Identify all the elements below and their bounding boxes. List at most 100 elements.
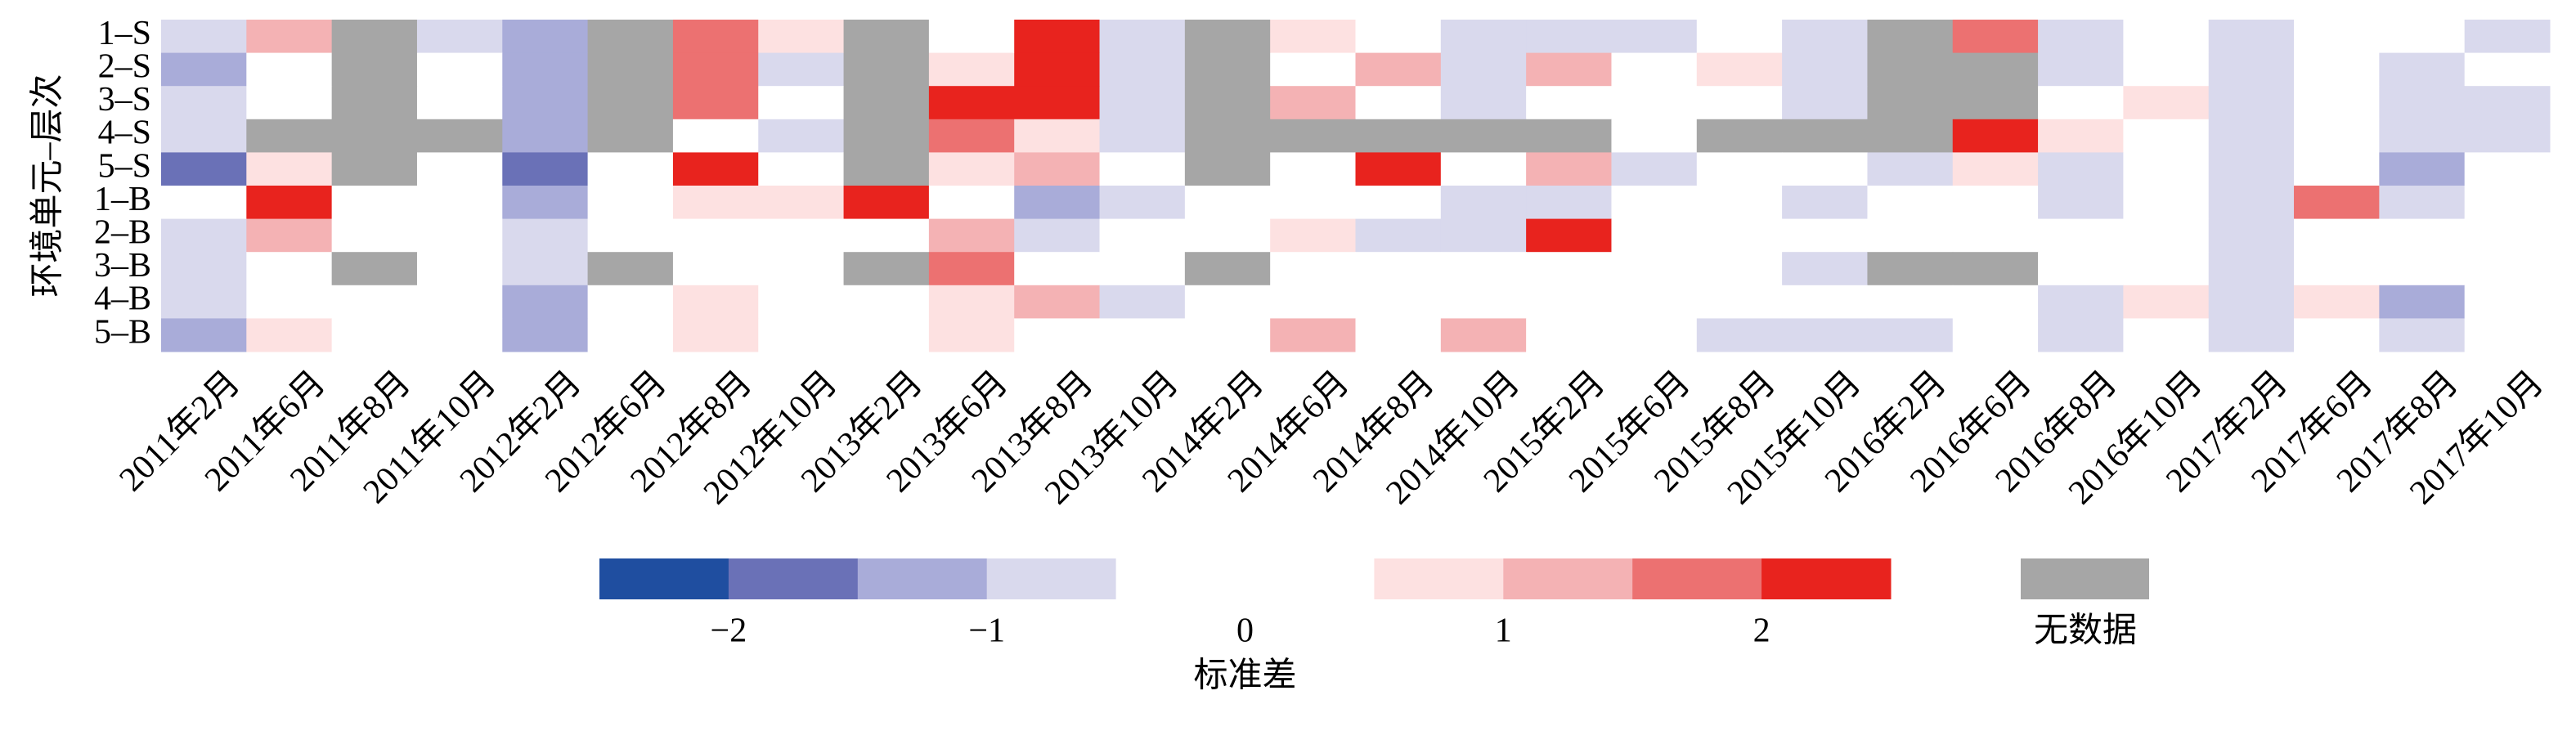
heatmap-cell bbox=[1611, 318, 1698, 352]
heatmap-cell bbox=[1611, 186, 1698, 220]
heatmap-cell bbox=[502, 252, 589, 286]
heatmap-cell bbox=[2038, 52, 2124, 87]
heatmap-cell bbox=[1099, 152, 1186, 186]
heatmap-cell bbox=[672, 119, 759, 153]
no-data-cell bbox=[246, 119, 333, 153]
colorbar-tick-label: 2 bbox=[1753, 612, 1770, 650]
heatmap-cell bbox=[587, 318, 674, 352]
heatmap-cell bbox=[1611, 218, 1698, 253]
heatmap-cell bbox=[2464, 152, 2551, 186]
heatmap-cell bbox=[1184, 218, 1271, 253]
heatmap-cell bbox=[2038, 218, 2124, 253]
heatmap-cell bbox=[2123, 285, 2210, 319]
heatmap-cell bbox=[246, 318, 333, 352]
heatmap-cell bbox=[758, 52, 845, 87]
heatmap-cell bbox=[2294, 218, 2380, 253]
heatmap-cell bbox=[416, 252, 503, 286]
heatmap-cell bbox=[1782, 318, 1868, 352]
colorbar-segment bbox=[728, 558, 859, 599]
heatmap-cell bbox=[1014, 152, 1101, 186]
heatmap-cell bbox=[1867, 218, 1954, 253]
heatmap-cell bbox=[1355, 285, 1442, 319]
heatmap-cell bbox=[1355, 318, 1442, 352]
no-data-cell bbox=[1952, 86, 2039, 120]
heatmap-cell bbox=[161, 152, 247, 186]
heatmap-cell bbox=[2123, 252, 2210, 286]
heatmap-cell bbox=[843, 318, 930, 352]
heatmap-cell bbox=[928, 20, 1015, 54]
heatmap-cell bbox=[1526, 52, 1612, 87]
no-data-cell bbox=[843, 119, 930, 153]
heatmap-cell bbox=[2123, 152, 2210, 186]
heatmap-cell bbox=[1014, 20, 1101, 54]
heatmap-cell bbox=[2123, 86, 2210, 120]
heatmap-cell bbox=[2038, 318, 2124, 352]
heatmap-cell bbox=[672, 285, 759, 319]
heatmap-cell bbox=[416, 20, 503, 54]
heatmap-cell bbox=[331, 285, 418, 319]
heatmap-cell bbox=[2208, 252, 2295, 286]
no-data-cell bbox=[331, 52, 418, 87]
no-data-cell bbox=[1696, 119, 1783, 153]
no-data-cell bbox=[1952, 252, 2039, 286]
heatmap-cell bbox=[1782, 86, 1868, 120]
heatmap-cell bbox=[1611, 285, 1698, 319]
no-data-cell bbox=[1867, 86, 1954, 120]
heatmap-cell bbox=[758, 186, 845, 220]
heatmap-cell bbox=[1440, 218, 1527, 253]
heatmap-cell bbox=[502, 318, 589, 352]
heatmap-cell bbox=[1696, 20, 1783, 54]
heatmap-cell bbox=[1270, 318, 1356, 352]
heatmap-cell bbox=[2379, 285, 2466, 319]
heatmap-cell bbox=[1270, 252, 1356, 286]
heatmap-cell bbox=[928, 285, 1015, 319]
heatmap-cell bbox=[672, 52, 759, 87]
heatmap-cell bbox=[1014, 52, 1101, 87]
heatmap-cell bbox=[758, 86, 845, 120]
heatmap-cell bbox=[1440, 20, 1527, 54]
heatmap-cell bbox=[1526, 152, 1612, 186]
heatmap-cell bbox=[672, 252, 759, 286]
y-tick-label: 1–S bbox=[98, 15, 151, 52]
no-data-cell bbox=[1184, 52, 1271, 87]
heatmap-cell bbox=[1952, 186, 2039, 220]
heatmap-cell bbox=[2208, 86, 2295, 120]
no-data-cell bbox=[1952, 52, 2039, 87]
heatmap-cell bbox=[1696, 152, 1783, 186]
heatmap-cell bbox=[1782, 152, 1868, 186]
y-tick-label: 4–S bbox=[98, 114, 151, 152]
heatmap-cell bbox=[2464, 52, 2551, 87]
heatmap-cell bbox=[2379, 318, 2466, 352]
heatmap-cell bbox=[2294, 152, 2380, 186]
heatmap-cell bbox=[2294, 86, 2380, 120]
heatmap-cell bbox=[416, 285, 503, 319]
heatmap-cell bbox=[1611, 52, 1698, 87]
heatmap-cell bbox=[1782, 218, 1868, 253]
heatmap-cell bbox=[502, 52, 589, 87]
heatmap-cell bbox=[1440, 52, 1527, 87]
heatmap-cell bbox=[587, 186, 674, 220]
heatmap-cell bbox=[1355, 52, 1442, 87]
no-data-cell bbox=[331, 252, 418, 286]
heatmap-cell bbox=[1355, 20, 1442, 54]
heatmap-cell bbox=[672, 152, 759, 186]
heatmap-cell bbox=[587, 152, 674, 186]
heatmap-cell bbox=[416, 52, 503, 87]
heatmap-cell bbox=[1952, 20, 2039, 54]
heatmap-cell bbox=[758, 119, 845, 153]
heatmap-cell bbox=[2294, 119, 2380, 153]
heatmap-cell bbox=[1440, 152, 1527, 186]
no-data-cell bbox=[843, 152, 930, 186]
heatmap-cell bbox=[2464, 252, 2551, 286]
colorbar-segment bbox=[857, 558, 988, 599]
no-data-cell bbox=[587, 86, 674, 120]
heatmap-cell bbox=[1782, 186, 1868, 220]
heatmap-cell bbox=[2038, 285, 2124, 319]
heatmap-cell bbox=[843, 186, 930, 220]
no-data-cell bbox=[331, 20, 418, 54]
colorbar-tick-label: 0 bbox=[1236, 612, 1254, 650]
colorbar-segment bbox=[1632, 558, 1762, 599]
heatmap-cell bbox=[928, 152, 1015, 186]
colorbar-tick-label: −2 bbox=[711, 612, 747, 650]
no-data-cell bbox=[843, 20, 930, 54]
